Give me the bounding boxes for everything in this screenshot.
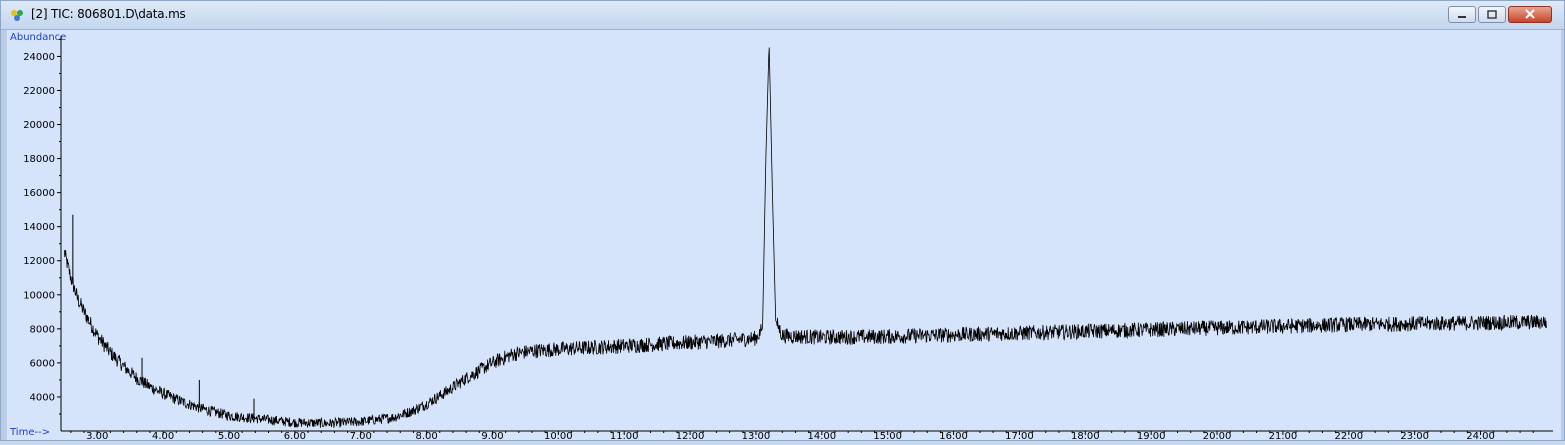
x-tick-label: 8.00 <box>415 431 437 440</box>
x-tick-label: 16.00 <box>939 431 968 440</box>
x-tick-label: 13.00 <box>742 431 771 440</box>
y-tick-label: 20000 <box>23 120 55 131</box>
y-tick-label: 14000 <box>23 222 55 233</box>
x-tick-label: 12.00 <box>676 431 705 440</box>
maximize-button[interactable] <box>1478 6 1506 23</box>
minimize-icon <box>1458 16 1466 18</box>
x-tick-label: 21.00 <box>1269 431 1298 440</box>
x-tick-label: 17.00 <box>1005 431 1034 440</box>
y-tick-label: 24000 <box>23 52 55 63</box>
x-tick-label: 3.00 <box>86 431 108 440</box>
title-bar[interactable]: [2] TIC: 806801.D\data.ms <box>1 1 1564 30</box>
x-tick-label: 9.00 <box>481 431 503 440</box>
x-tick-label: 23.00 <box>1400 431 1429 440</box>
tic-trace-line <box>63 47 1547 428</box>
x-tick-label: 15.00 <box>873 431 902 440</box>
y-tick-label: 8000 <box>30 324 55 335</box>
x-tick-label: 20.00 <box>1203 431 1232 440</box>
x-tick-label: 18.00 <box>1071 431 1100 440</box>
y-axis-label: Abundance <box>10 32 66 43</box>
x-tick-label: 10.00 <box>544 431 573 440</box>
x-tick-label: 6.00 <box>284 431 306 440</box>
tic-chart[interactable]: Abundance Time--> 4000 6000 8000 10000 12000… <box>7 30 1561 442</box>
maximize-icon <box>1487 10 1497 19</box>
y-tick-label: 12000 <box>23 256 55 267</box>
x-tick-label: 5.00 <box>218 431 240 440</box>
x-tick-label: 14.00 <box>808 431 837 440</box>
y-tick-label: 6000 <box>30 358 55 369</box>
x-tick-label: 4.00 <box>152 431 174 440</box>
x-tick-label: 19.00 <box>1137 431 1166 440</box>
x-tick-label: 7.00 <box>350 431 372 440</box>
app-icon <box>11 10 23 21</box>
x-tick-label: 22.00 <box>1334 431 1363 440</box>
window-title: [2] TIC: 806801.D\data.ms <box>31 7 186 21</box>
minimize-button[interactable] <box>1448 6 1476 23</box>
x-tick-label: 24.00 <box>1466 431 1495 440</box>
y-tick-label: 16000 <box>23 188 55 199</box>
y-tick-label: 18000 <box>23 154 55 165</box>
y-tick-label: 22000 <box>23 86 55 97</box>
x-axis-label: Time--> <box>9 427 50 438</box>
close-button[interactable] <box>1508 6 1552 23</box>
y-tick-label: 4000 <box>30 392 55 403</box>
plot-area[interactable]: Abundance Time--> 4000 6000 8000 10000 12000… <box>7 30 1561 442</box>
close-icon <box>1525 9 1535 19</box>
y-tick-label: 10000 <box>23 290 55 301</box>
x-tick-label: 11.00 <box>610 431 639 440</box>
